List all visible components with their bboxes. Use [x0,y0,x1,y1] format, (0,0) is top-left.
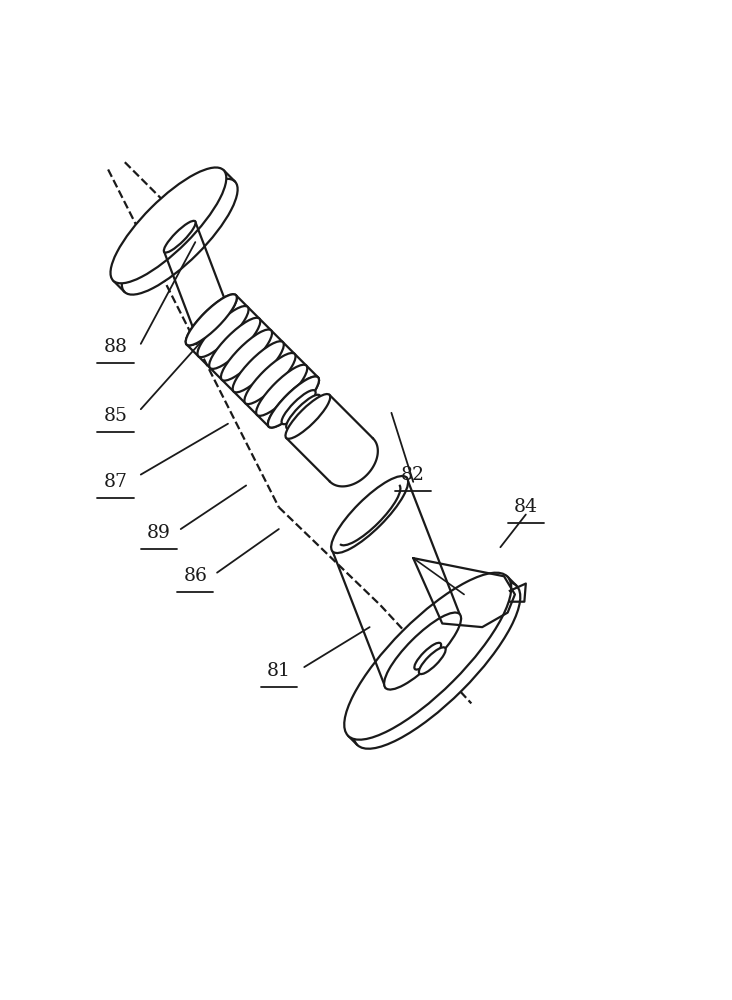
Ellipse shape [209,318,261,369]
Text: 88: 88 [103,338,127,356]
Text: 84: 84 [514,498,538,516]
Ellipse shape [122,179,238,295]
Ellipse shape [331,476,408,553]
Ellipse shape [419,647,446,674]
Text: 81: 81 [267,662,291,680]
Ellipse shape [164,221,195,253]
Ellipse shape [256,365,307,416]
Text: 87: 87 [103,473,127,491]
Text: 86: 86 [183,567,207,585]
Ellipse shape [268,376,319,428]
Ellipse shape [186,294,237,345]
Ellipse shape [344,573,511,740]
Ellipse shape [282,390,315,424]
Ellipse shape [414,643,441,670]
Text: 82: 82 [401,466,425,484]
Ellipse shape [285,394,330,439]
Ellipse shape [354,582,520,749]
Ellipse shape [186,294,237,345]
Text: 85: 85 [103,407,127,425]
Ellipse shape [198,306,249,357]
Ellipse shape [384,613,461,690]
Ellipse shape [286,395,321,429]
Ellipse shape [111,167,226,283]
Ellipse shape [221,329,272,381]
Ellipse shape [268,376,319,428]
Text: 89: 89 [147,524,171,542]
Ellipse shape [244,353,296,404]
Ellipse shape [233,341,284,392]
